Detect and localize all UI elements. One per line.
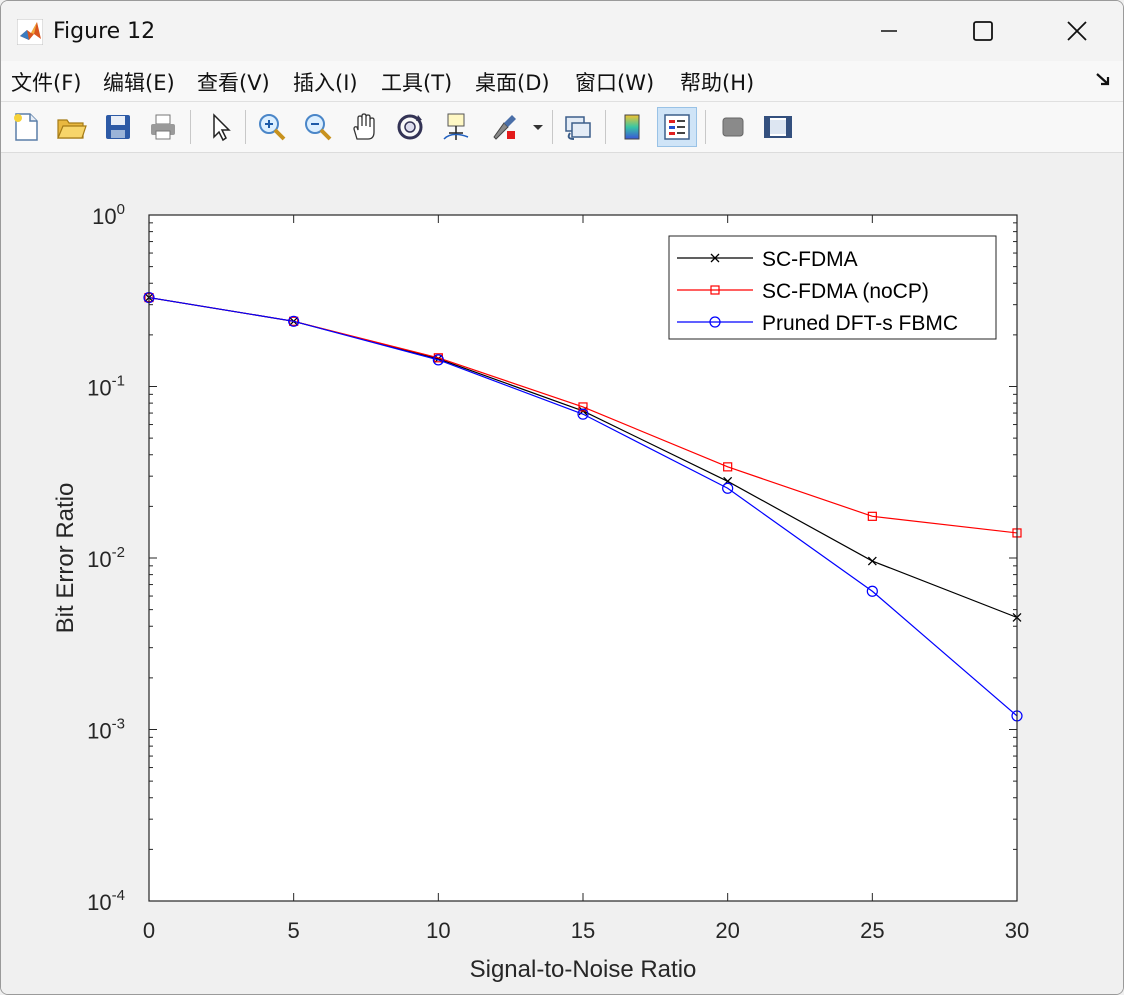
insert-colorbar-button[interactable] — [612, 107, 652, 147]
legend[interactable]: SC-FDMA SC-FDMA (noCP) Pruned DFT-s FBMC — [668, 235, 997, 340]
x-axis-label: Signal-to-Noise Ratio — [470, 956, 697, 983]
close-icon — [1067, 21, 1087, 41]
legend-marker — [709, 316, 721, 328]
figure-toolbar — [1, 102, 1123, 153]
toolbar-separator — [190, 110, 191, 144]
hide-plot-tools-icon — [722, 117, 744, 137]
data-cursor-button[interactable] — [436, 107, 476, 147]
print-button[interactable] — [143, 107, 183, 147]
dropdown-arrow-icon — [533, 125, 543, 130]
zoom-out-button[interactable] — [298, 107, 338, 147]
data-point — [577, 408, 589, 420]
x-tick-label: 30 — [1005, 918, 1029, 943]
rotate-3d-button[interactable] — [390, 107, 430, 147]
pan-button[interactable] — [344, 107, 384, 147]
matlab-logo-icon — [17, 19, 43, 45]
title-bar[interactable]: Figure 12 — [1, 1, 1123, 61]
save-button[interactable] — [98, 107, 138, 147]
link-plot-button[interactable] — [558, 107, 598, 147]
toolbar-separator — [605, 110, 606, 144]
y-tick-label: 10-3 — [87, 716, 125, 744]
menu-bar: 文件(F) 编辑(E) 查看(V) 插入(I) 工具(T) 桌面(D) 窗口(W… — [1, 61, 1123, 102]
menu-tools[interactable]: 工具(T) — [381, 71, 453, 95]
save-icon — [106, 115, 130, 139]
figure-canvas[interactable]: 0 5 10 15 20 25 30 100 10-1 10-2 10-3 10-4 Signal-t… — [1, 153, 1123, 994]
axes-box — [148, 214, 1018, 902]
x-tick-label: 5 — [288, 918, 300, 943]
new-figure-button[interactable] — [6, 107, 46, 147]
brush-icon — [493, 115, 516, 140]
data-point — [722, 482, 734, 494]
menu-view[interactable]: 查看(V) — [197, 71, 270, 95]
insert-colorbar-icon — [624, 114, 640, 140]
data-point — [578, 402, 588, 412]
series-line — [148, 296, 1018, 717]
x-tick-label: 15 — [571, 918, 595, 943]
print-icon — [151, 114, 175, 140]
hide-plot-tools-button[interactable] — [713, 107, 753, 147]
data-cursor-icon — [443, 113, 469, 140]
toolbar-separator — [552, 110, 553, 144]
toolbar-separator — [245, 110, 246, 144]
legend-marker — [710, 285, 720, 295]
insert-legend-icon — [664, 114, 690, 140]
legend-label: SC-FDMA (noCP) — [762, 280, 929, 303]
show-plot-tools-button[interactable] — [758, 107, 798, 147]
y-tick-label: 10-4 — [87, 887, 125, 915]
data-point — [867, 511, 877, 521]
menu-desktop[interactable]: 桌面(D) — [475, 71, 550, 95]
menu-insert[interactable]: 插入(I) — [293, 71, 358, 95]
maximize-button[interactable] — [937, 1, 1029, 61]
x-tick-label: 25 — [860, 918, 884, 943]
data-point — [289, 316, 299, 326]
legend-label: Pruned DFT-s FBMC — [762, 312, 958, 335]
y-tick-label: 100 — [92, 201, 125, 229]
legend-item: Pruned DFT-s FBMC — [677, 312, 958, 335]
menu-file[interactable]: 文件(F) — [11, 71, 82, 95]
y-tick-label: 10-2 — [87, 544, 125, 572]
edit-plot-button[interactable] — [200, 107, 240, 147]
new-figure-icon — [14, 113, 38, 141]
brush-button[interactable] — [484, 107, 524, 147]
legend-item: SC-FDMA (noCP) — [677, 280, 929, 303]
zoom-in-icon — [259, 114, 286, 141]
window-title: Figure 12 — [53, 19, 156, 44]
data-point — [867, 556, 877, 566]
brush-dropdown-button[interactable] — [528, 107, 548, 147]
close-button[interactable] — [1031, 1, 1123, 61]
rotate-3d-icon — [397, 114, 423, 140]
toolbar-separator — [705, 110, 706, 144]
insert-legend-button[interactable] — [657, 107, 697, 147]
legend-marker — [710, 253, 720, 263]
data-point — [723, 462, 733, 472]
y-axis-label: Bit Error Ratio — [52, 483, 79, 634]
edit-plot-arrow-icon — [213, 113, 231, 142]
data-point — [866, 585, 878, 597]
legend-label: SC-FDMA — [762, 248, 858, 271]
menu-window[interactable]: 窗口(W) — [575, 71, 655, 95]
zoom-out-icon — [305, 114, 332, 141]
legend-item: SC-FDMA — [677, 248, 858, 271]
show-plot-tools-icon — [764, 116, 792, 138]
zoom-in-button[interactable] — [252, 107, 292, 147]
x-tick-label: 20 — [715, 918, 739, 943]
minimize-icon — [881, 30, 897, 32]
pan-hand-icon — [353, 113, 375, 140]
open-file-button[interactable] — [51, 107, 91, 147]
link-plot-icon — [565, 116, 591, 140]
data-point — [432, 354, 444, 366]
maximize-icon — [973, 21, 993, 41]
x-tick-label: 10 — [426, 918, 450, 943]
ber-chart: 0 5 10 15 20 25 30 100 10-1 10-2 10-3 10-4 Signal-t… — [52, 201, 1029, 983]
open-file-icon — [57, 119, 87, 139]
data-point — [288, 315, 300, 327]
minimize-button[interactable] — [843, 1, 935, 61]
x-tick-label: 0 — [143, 918, 155, 943]
dock-figure-icon[interactable] — [1093, 69, 1113, 89]
menu-edit[interactable]: 编辑(E) — [103, 71, 175, 95]
y-tick-label: 10-1 — [87, 373, 125, 401]
menu-help[interactable]: 帮助(H) — [680, 71, 755, 95]
